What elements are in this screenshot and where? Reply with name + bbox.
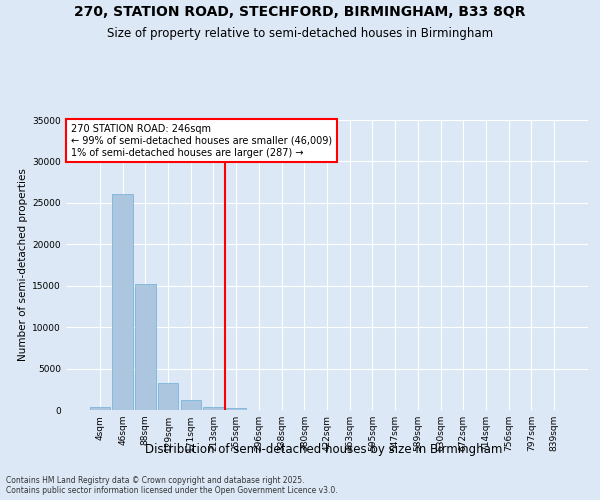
Y-axis label: Number of semi-detached properties: Number of semi-detached properties — [18, 168, 28, 362]
Bar — [112, 194, 133, 410]
Bar — [158, 384, 178, 410]
Text: Distribution of semi-detached houses by size in Birmingham: Distribution of semi-detached houses by … — [145, 442, 503, 456]
Bar — [226, 408, 247, 410]
Bar — [135, 284, 155, 410]
Text: Size of property relative to semi-detached houses in Birmingham: Size of property relative to semi-detach… — [107, 28, 493, 40]
Text: 270 STATION ROAD: 246sqm
← 99% of semi-detached houses are smaller (46,009)
1% o: 270 STATION ROAD: 246sqm ← 99% of semi-d… — [71, 124, 332, 158]
Bar — [181, 400, 201, 410]
Bar — [90, 406, 110, 410]
Bar — [203, 407, 224, 410]
Text: Contains HM Land Registry data © Crown copyright and database right 2025.
Contai: Contains HM Land Registry data © Crown c… — [6, 476, 338, 495]
Text: 270, STATION ROAD, STECHFORD, BIRMINGHAM, B33 8QR: 270, STATION ROAD, STECHFORD, BIRMINGHAM… — [74, 5, 526, 19]
